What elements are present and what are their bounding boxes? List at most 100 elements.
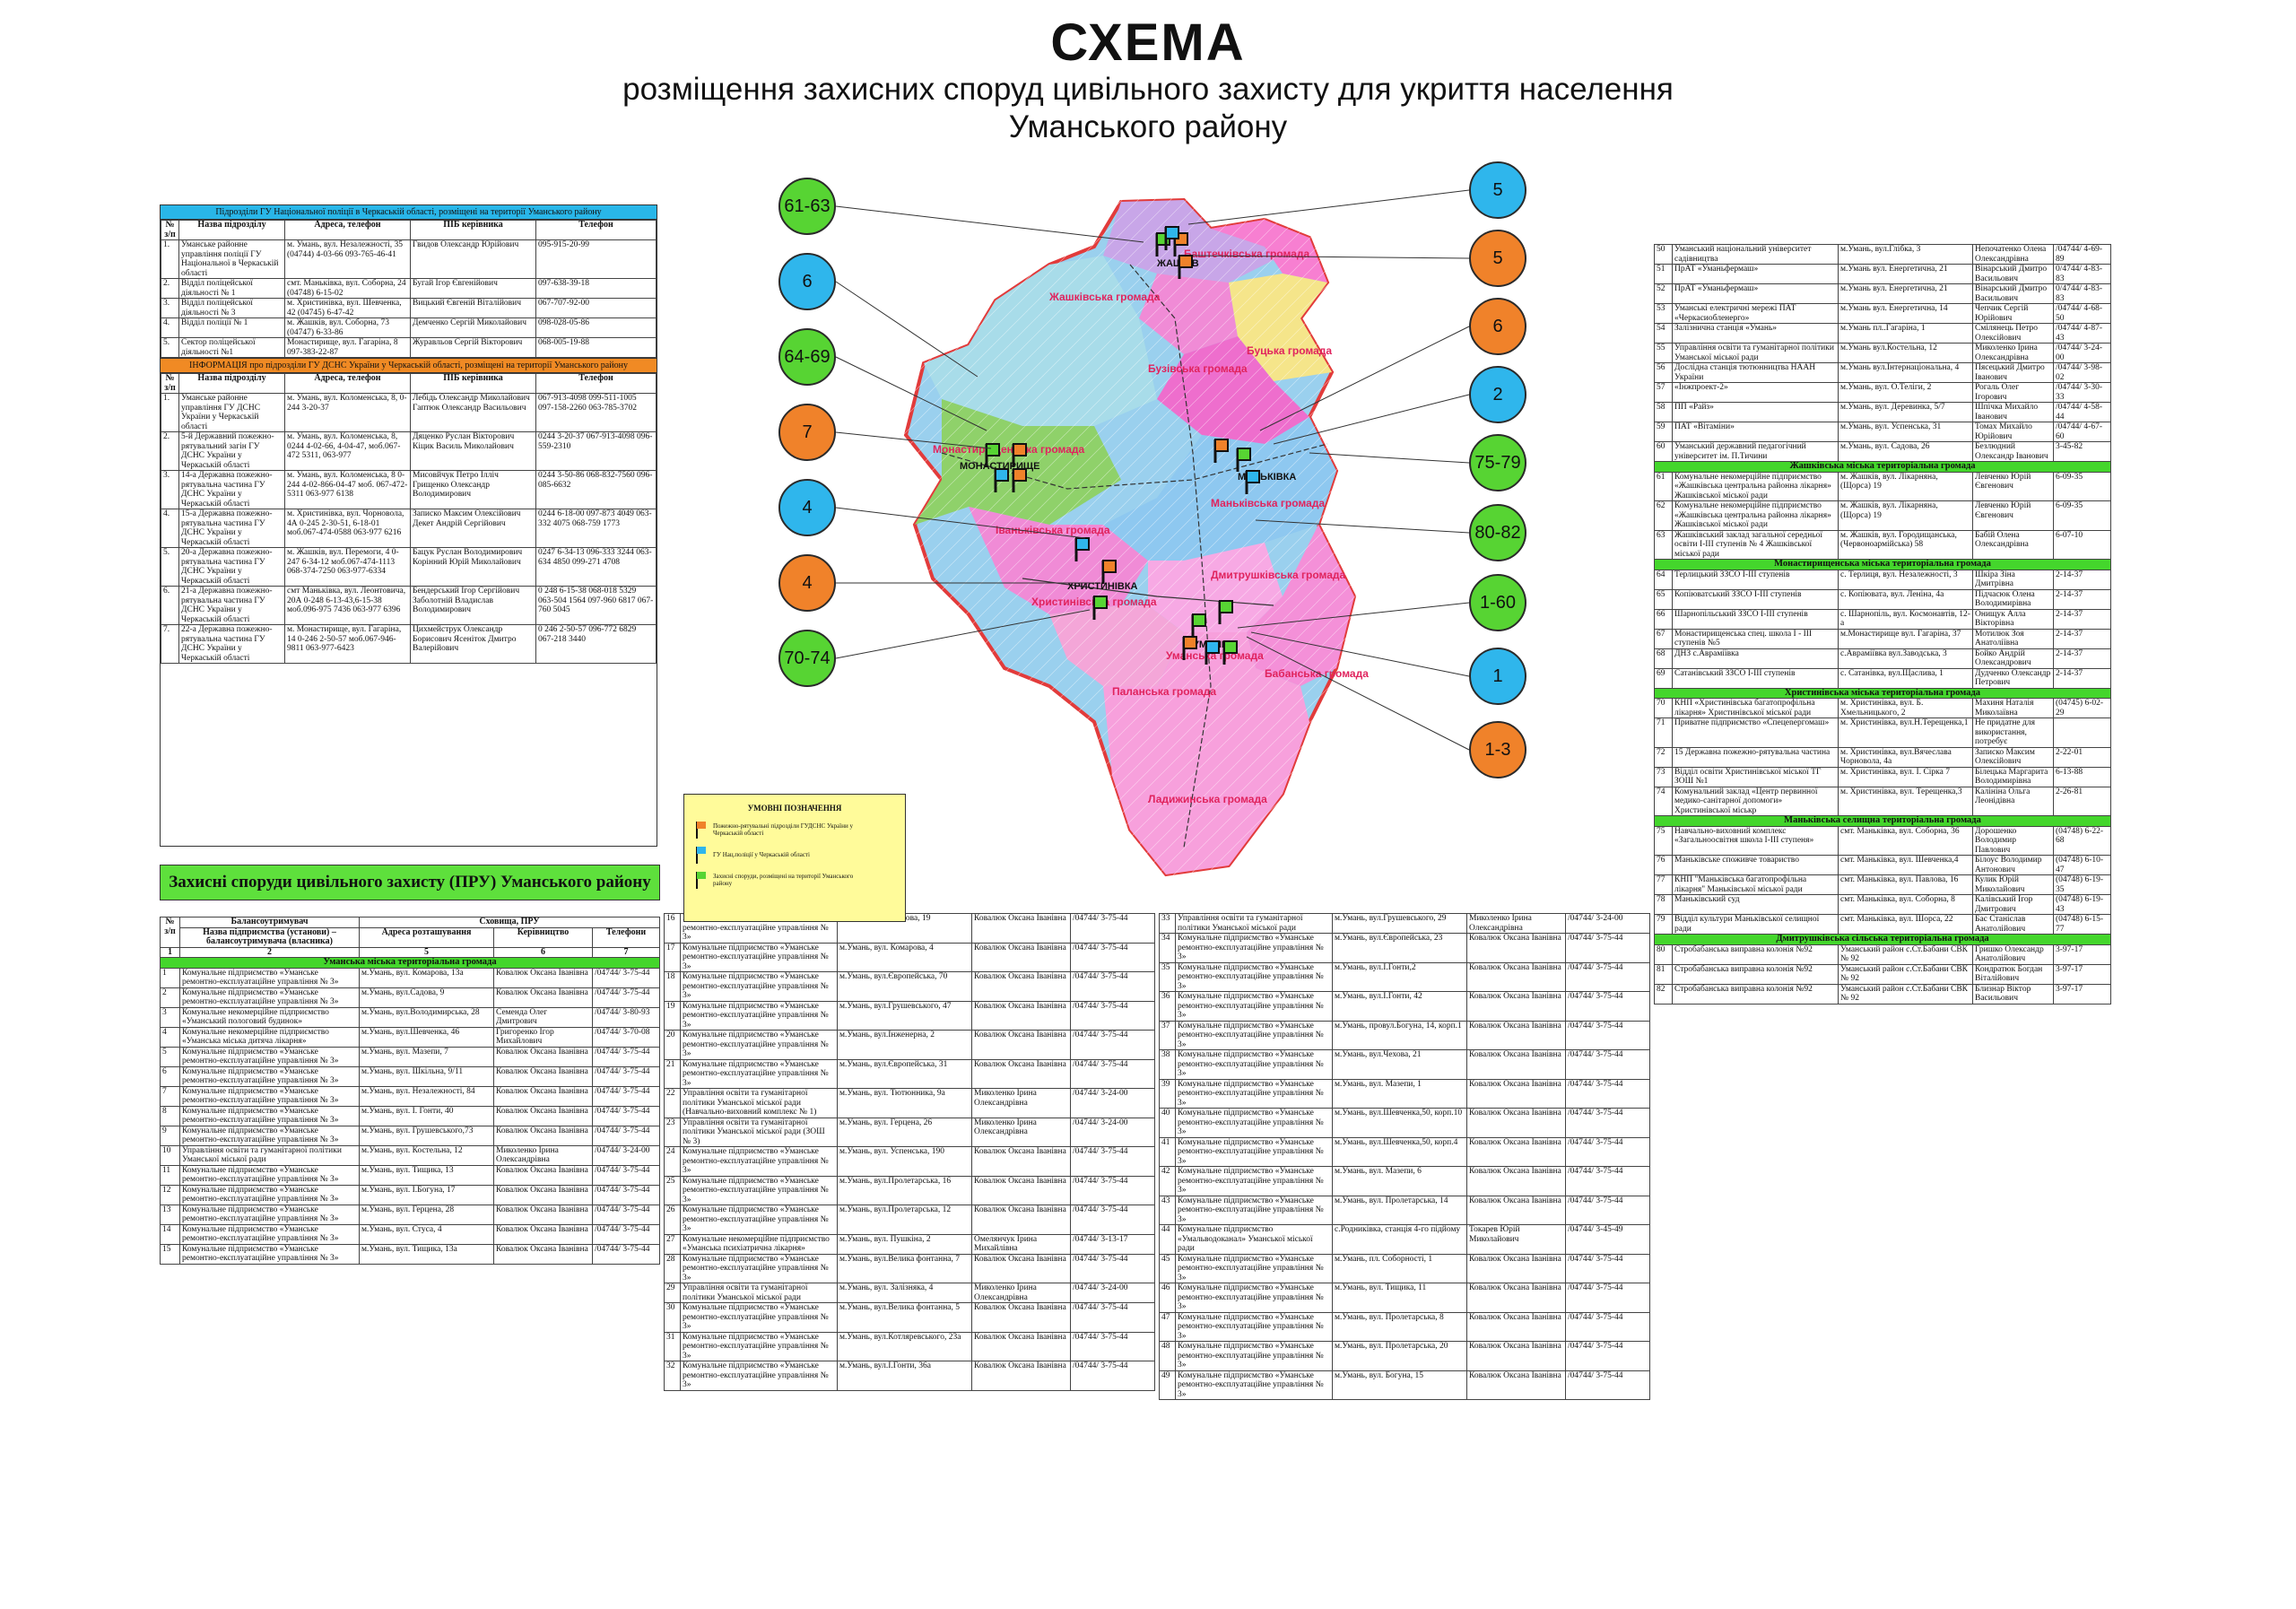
table-cell: Комунальне некомерційне підприємство «Жа…	[1672, 471, 1839, 501]
table-cell: Копіюватський ЗЗСО І-ІІІ ступенів	[1672, 588, 1839, 610]
table-cell: Стробабанська виправна колонія №92	[1672, 983, 1839, 1005]
table-cell: Комунальне підприємство «Уманське ремонт…	[680, 1030, 838, 1060]
shelter-marker-icon	[1012, 468, 1027, 492]
table-cell: м.Умань, вул. Комарова, 4	[837, 942, 972, 972]
table-cell: Комунальне підприємство «Уманське ремонт…	[680, 942, 838, 972]
callout-badge: 4	[778, 479, 836, 536]
police-row: 3. Відділ поліцейської діяльності № 3 м. Х…	[161, 298, 657, 318]
shelter-row: 47 Комунальне підприємство «Уманське ремо…	[1159, 1311, 1650, 1342]
shelter-row: 44 Комунальне підприємство «Умальводокана…	[1159, 1224, 1650, 1255]
table-cell: 095-915-20-99	[535, 239, 657, 279]
shelter-row: 63 Жашківський заклад загальної середньої…	[1654, 529, 2111, 560]
section-uman: Уманська міська територіальна громада	[160, 957, 660, 969]
table-cell: м.Умань, вул.Глібка, 3	[1838, 244, 1973, 265]
table-cell: 25	[664, 1175, 681, 1205]
table-cell: /04744/ 3-75-44	[1565, 1166, 1650, 1196]
table-cell: 38	[1159, 1049, 1176, 1080]
table-cell: Комунальне підприємство «Уманське ремонт…	[1175, 1311, 1333, 1342]
shelter-row: 37 Комунальне підприємство «Уманське ремо…	[1159, 1020, 1650, 1050]
pru-h-shelter: Сховища, ПРУ	[359, 917, 660, 928]
table-cell: 22	[664, 1088, 681, 1118]
table-cell: Комунальне підприємство «Уманське ремонт…	[179, 1105, 360, 1126]
table-cell: 7	[160, 1085, 180, 1107]
table-cell: м. Монастирище, вул. Гагаріна, 14 0-246 …	[284, 624, 411, 664]
table-cell: Григоренко Ігор Михайлович	[493, 1026, 593, 1048]
legend-item: ГУ Нац.поліції у Черкаській області	[695, 845, 905, 865]
table-cell: 15 Державна пожежно-рятувальна частина	[1672, 746, 1839, 768]
table-cell: Бугай Ігор Євгенійович	[410, 278, 536, 299]
table-cell: 2-14-37	[2053, 569, 2111, 590]
callout-badge: 4	[778, 554, 836, 612]
shelter-marker-icon	[1205, 640, 1220, 665]
table-cell: Ковалюк Оксана Іванівна	[1466, 1341, 1566, 1371]
table-cell: 14-а Державна пожежно-рятувальна частина…	[178, 470, 285, 509]
table-cell: Ковалюк Оксана Іванівна	[493, 1223, 593, 1245]
table-cell: 30	[664, 1302, 681, 1333]
table-cell: 50	[1654, 244, 1673, 265]
shelter-row: 69 Сатанівський ЗЗСО І-ІІІ ступенів с. Сат…	[1654, 667, 2111, 689]
table-cell: /04744/ 3-75-44	[1070, 1361, 1155, 1391]
shelter-row: 31 Комунальне підприємство «Уманське ремо…	[664, 1331, 1155, 1361]
table-cell: Управління освіти та гуманітарної політи…	[1175, 913, 1333, 934]
table-cell: 0 246 2-50-57 096-772 6829 067-218 3440	[535, 624, 657, 664]
legend-item: Пожежно-рятувальні підрозділи ГУДСНС Укр…	[695, 820, 905, 839]
page-subtitle-1: розміщення захисних споруд цивільного за…	[622, 72, 1674, 107]
table-cell: Навчально-виховний комплекс «Загальноосв…	[1672, 825, 1839, 856]
community-babanka: Бабанська громада	[1265, 667, 1369, 680]
table-cell: 2-14-37	[2053, 628, 2111, 649]
table-cell: Стробабанська виправна колонія №92	[1672, 944, 1839, 965]
table-cell: 82	[1654, 983, 1673, 1005]
shelter-row: 2 Комунальне підприємство «Уманське ремон…	[160, 987, 660, 1008]
district-map-svg: ЖАШКІВ МОНАСТИРИЩЕ ХРИСТИНІВКА МАНЬКІВКА…	[888, 184, 1408, 901]
table-cell: м.Умань, вул. Успенська, 31	[1838, 422, 1973, 442]
shelter-row: 38 Комунальне підприємство «Уманське ремо…	[1159, 1049, 1650, 1080]
table-cell: 71	[1654, 718, 1673, 748]
shelter-row: 32 Комунальне підприємство «Уманське ремо…	[664, 1361, 1155, 1391]
table-cell: 3-97-17	[2053, 944, 2111, 965]
table-cell: Миколенко Ірина Олександрівна	[1466, 913, 1566, 934]
shelter-row: 81 Стробабанська виправна колонія №92 Уман…	[1654, 963, 2111, 985]
table-cell: Ковалюк Оксана Іванівна	[1466, 961, 1566, 992]
table-cell: 66	[1654, 608, 1673, 630]
dsns-row: 2. 5-й Державний пожежно-рятувальний загі…	[161, 431, 657, 471]
shelter-row: 71 Приватне підприємство «Спецenергомаш» м…	[1654, 718, 2111, 748]
shelter-row: 80 Стробабанська виправна колонія №92 Уман…	[1654, 944, 2111, 965]
table-cell: Кулик Юрій Миколайович	[1972, 874, 2054, 895]
table-cell: Комунальне підприємство «Уманське ремонт…	[680, 1331, 838, 1361]
table-cell: 45	[1159, 1253, 1176, 1283]
shelter-row: 72 15 Державна пожежно-рятувальна частина…	[1654, 746, 2111, 768]
dsns-title: ІНФОРМАЦІЯ про підрозділи ГУ ДСНС Україн…	[161, 358, 657, 373]
column-header: Адреса, телефон	[284, 220, 411, 240]
table-cell: м. Христинівка, вул. Чорновола, 4А 0-245…	[284, 509, 411, 548]
table-cell: /04744/ 3-75-44	[1565, 961, 1650, 992]
shelter-marker-icon	[1236, 448, 1251, 472]
table-cell: Управління освіти та гуманітарної політи…	[680, 1283, 838, 1303]
table-cell: м.Умань, вул. Мазепи, 6	[1332, 1166, 1467, 1196]
table-cell: /04744/ 3-75-44	[1565, 1341, 1650, 1371]
shelter-row: 56 Дослідна станція тютюнництва НААН Укра…	[1654, 362, 2111, 383]
shelter-marker-icon	[1218, 600, 1233, 624]
table-cell: /04744/ 3-75-44	[592, 1105, 660, 1126]
table-cell: Комунальне підприємство «Уманське ремонт…	[1175, 961, 1333, 992]
table-cell: м.Умань, вул. Тищика, 13	[359, 1164, 494, 1186]
table-cell: 067-913-4098 099-511-1005 097-158-2260 0…	[535, 393, 657, 432]
shelter-row: 39 Комунальне підприємство «Уманське ремо…	[1159, 1078, 1650, 1109]
table-cell: м.Умань пл..Гагаріна, 1	[1838, 323, 1973, 344]
shelter-row: 10 Управління освіти та гуманітарної полі…	[160, 1144, 660, 1166]
table-cell: Ковалюк Оксана Іванівна	[493, 987, 593, 1008]
table-cell: /04744/ 3-75-44	[1565, 1283, 1650, 1313]
table-cell: 21-а Державна пожежно-рятувальна частина…	[178, 586, 285, 625]
table-cell: Бабій Олена Олександрівна	[1972, 529, 2054, 560]
table-cell: (04748) 6-22-68	[2053, 825, 2111, 856]
table-cell: 51	[1654, 264, 1673, 284]
table-cell: Комунальне підприємство «Уманське ремонт…	[179, 1243, 360, 1265]
table-cell: Комунальне підприємство «Уманське ремонт…	[1175, 991, 1333, 1022]
table-cell: /04744/ 3-24-00	[1565, 913, 1650, 934]
shelter-row: 21 Комунальне підприємство «Уманське ремо…	[664, 1058, 1155, 1089]
table-cell: Шарнопільський ЗЗСО І-ІІІ ступенів	[1672, 608, 1839, 630]
table-cell: Близнар Віктор Васильович	[1972, 983, 2054, 1005]
table-cell: м.Умань вул.Костельна, 12	[1838, 343, 1973, 363]
table-cell: Ковалюк Оксана Іванівна	[1466, 1136, 1566, 1167]
table-cell: м.Умань, вул.Котляревського, 23а	[837, 1331, 972, 1361]
table-cell: м.Умань, вул. Пролетарська, 8	[1332, 1311, 1467, 1342]
